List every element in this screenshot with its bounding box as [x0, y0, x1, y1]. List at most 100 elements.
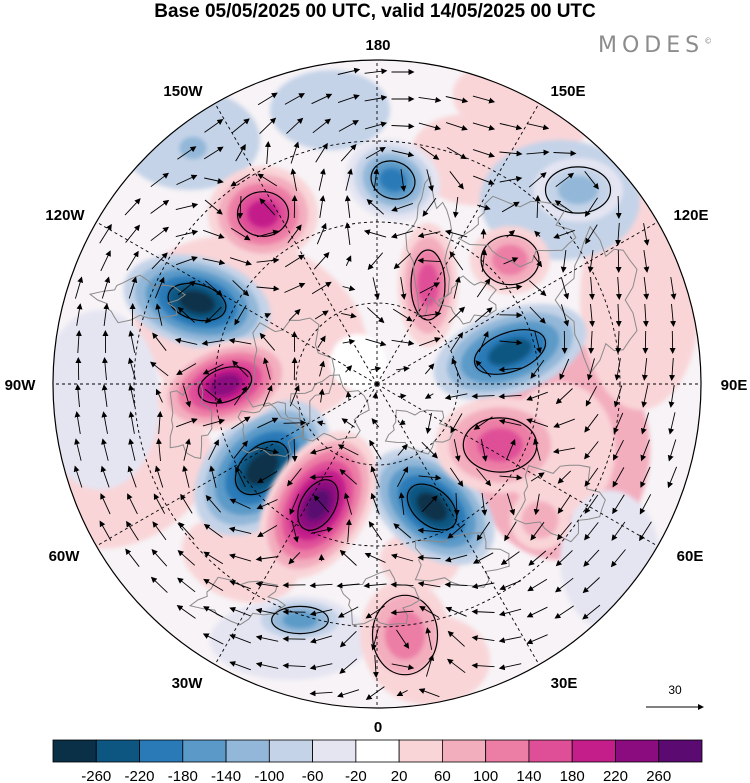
anomaly-high	[435, 397, 565, 493]
wind-vector-arrow	[127, 357, 136, 380]
wind-vector-arrow	[476, 278, 491, 298]
wind-vector-arrow	[368, 521, 383, 541]
wind-vector-arrow	[417, 554, 441, 561]
wind-vector-arrow	[204, 388, 223, 404]
wind-vector-arrow	[338, 120, 359, 132]
wind-vector-arrow	[257, 525, 278, 538]
wind-vector-arrow	[344, 195, 351, 218]
wind-vector-arrow	[337, 606, 359, 618]
colorbar-swatch	[268, 739, 313, 763]
wind-vector-arrow	[124, 198, 141, 216]
wind-vector-arrow	[202, 418, 226, 427]
wind-vector-arrow	[284, 93, 305, 105]
wind-vector-arrow	[257, 417, 279, 429]
wind-vector-arrow	[177, 146, 197, 160]
wind-vector-arrow	[372, 654, 379, 678]
lon-label-150e: 150E	[550, 83, 585, 100]
wind-vector-arrow	[154, 465, 164, 488]
wind-vector-arrow	[481, 249, 488, 272]
wind-vector-arrow	[256, 257, 280, 264]
wind-vector-arrow	[314, 310, 329, 320]
coastline	[245, 317, 335, 429]
wind-vector-arrow	[232, 360, 249, 378]
wind-vector-arrow	[452, 196, 459, 218]
wind-vector-arrow	[100, 465, 110, 488]
meridian-line	[376, 383, 540, 665]
wind-vector-arrow	[560, 250, 567, 273]
anomaly-contour-level	[53, 310, 160, 490]
wind-vector-arrow	[235, 466, 246, 488]
wind-vector-arrow	[76, 303, 83, 326]
wind-vector-arrow	[256, 229, 280, 238]
wind-vector-arrow	[555, 577, 574, 593]
wind-vector-arrow	[234, 305, 247, 326]
wind-vector-arrow	[554, 200, 574, 214]
anomaly-contour-level	[305, 489, 331, 521]
wind-vector-arrow	[450, 331, 464, 352]
wind-vector-arrow	[390, 609, 414, 616]
wind-vector-arrow	[101, 438, 109, 461]
anomaly-contour-line	[406, 483, 458, 531]
wind-vector-arrow	[477, 204, 491, 211]
wind-vector-arrow	[337, 94, 360, 104]
wind-vector-arrow	[257, 471, 278, 484]
wind-vector-arrow	[204, 280, 223, 296]
wind-vector-arrow	[534, 230, 541, 238]
anomaly-contour-level	[477, 428, 523, 462]
wind-vector-arrow	[309, 582, 333, 589]
wind-vector-arrow	[339, 658, 358, 674]
wind-vector-arrow	[231, 118, 250, 134]
anomaly-contour-level	[179, 136, 207, 160]
wind-vector-arrow	[365, 338, 387, 347]
anomaly-contour-line	[197, 366, 253, 404]
anomaly-low	[171, 130, 215, 166]
wind-vector-arrow	[316, 420, 326, 427]
coastline	[457, 195, 577, 268]
wind-vector-arrow	[337, 689, 360, 698]
wind-vector-arrow	[237, 195, 244, 219]
wind-vector-arrow	[444, 229, 468, 238]
wind-vector-arrow	[255, 634, 279, 642]
logo-text: MODES	[598, 33, 705, 58]
anomaly-contour-level	[179, 290, 215, 314]
wind-vector-arrow	[526, 634, 548, 645]
anomaly-contour-level	[492, 244, 528, 276]
wind-vector-arrow	[640, 439, 650, 462]
wind-vector-arrow	[310, 635, 333, 644]
wind-vector-arrow	[100, 493, 111, 515]
colorbar-swatch	[441, 739, 487, 763]
wind-vector-arrow	[555, 550, 573, 567]
wind-vector-arrow	[418, 122, 442, 131]
wind-vector-arrow	[472, 552, 494, 564]
wind-vector-arrow	[365, 146, 386, 159]
wind-vector-arrow	[533, 438, 541, 461]
wind-vector-arrow	[75, 330, 82, 354]
wind-vector-arrow	[447, 630, 465, 647]
wind-vector-arrow	[309, 663, 333, 671]
coastline	[339, 569, 421, 626]
wind-vector-arrow	[475, 360, 492, 378]
wind-vector-arrow	[399, 393, 407, 400]
wind-vector-arrow	[342, 285, 356, 292]
colorbar-swatch	[95, 739, 140, 763]
wind-vector-arrow	[392, 308, 413, 322]
wind-vector-arrow	[229, 553, 252, 562]
wind-vector-arrow	[229, 580, 251, 590]
wind-vector-arrow	[668, 385, 675, 408]
wind-vector-arrow	[152, 332, 167, 351]
meridian-line	[96, 221, 378, 385]
wind-vector-arrow	[367, 252, 384, 271]
wind-vector-arrow	[345, 519, 352, 543]
wind-vector-arrow	[396, 629, 410, 649]
wind-vector-arrow	[256, 446, 280, 455]
wind-vector-arrow	[504, 521, 517, 542]
wind-vector-arrow	[370, 465, 380, 488]
wind-vector-arrow	[557, 494, 572, 514]
wind-vector-arrow	[533, 255, 543, 268]
colorbar-swatch	[52, 739, 97, 763]
wind-vector-arrow	[498, 393, 522, 400]
wind-vector-arrow	[445, 96, 469, 104]
wind-vector-arrow	[150, 361, 169, 377]
wind-vector-arrow	[155, 303, 163, 326]
